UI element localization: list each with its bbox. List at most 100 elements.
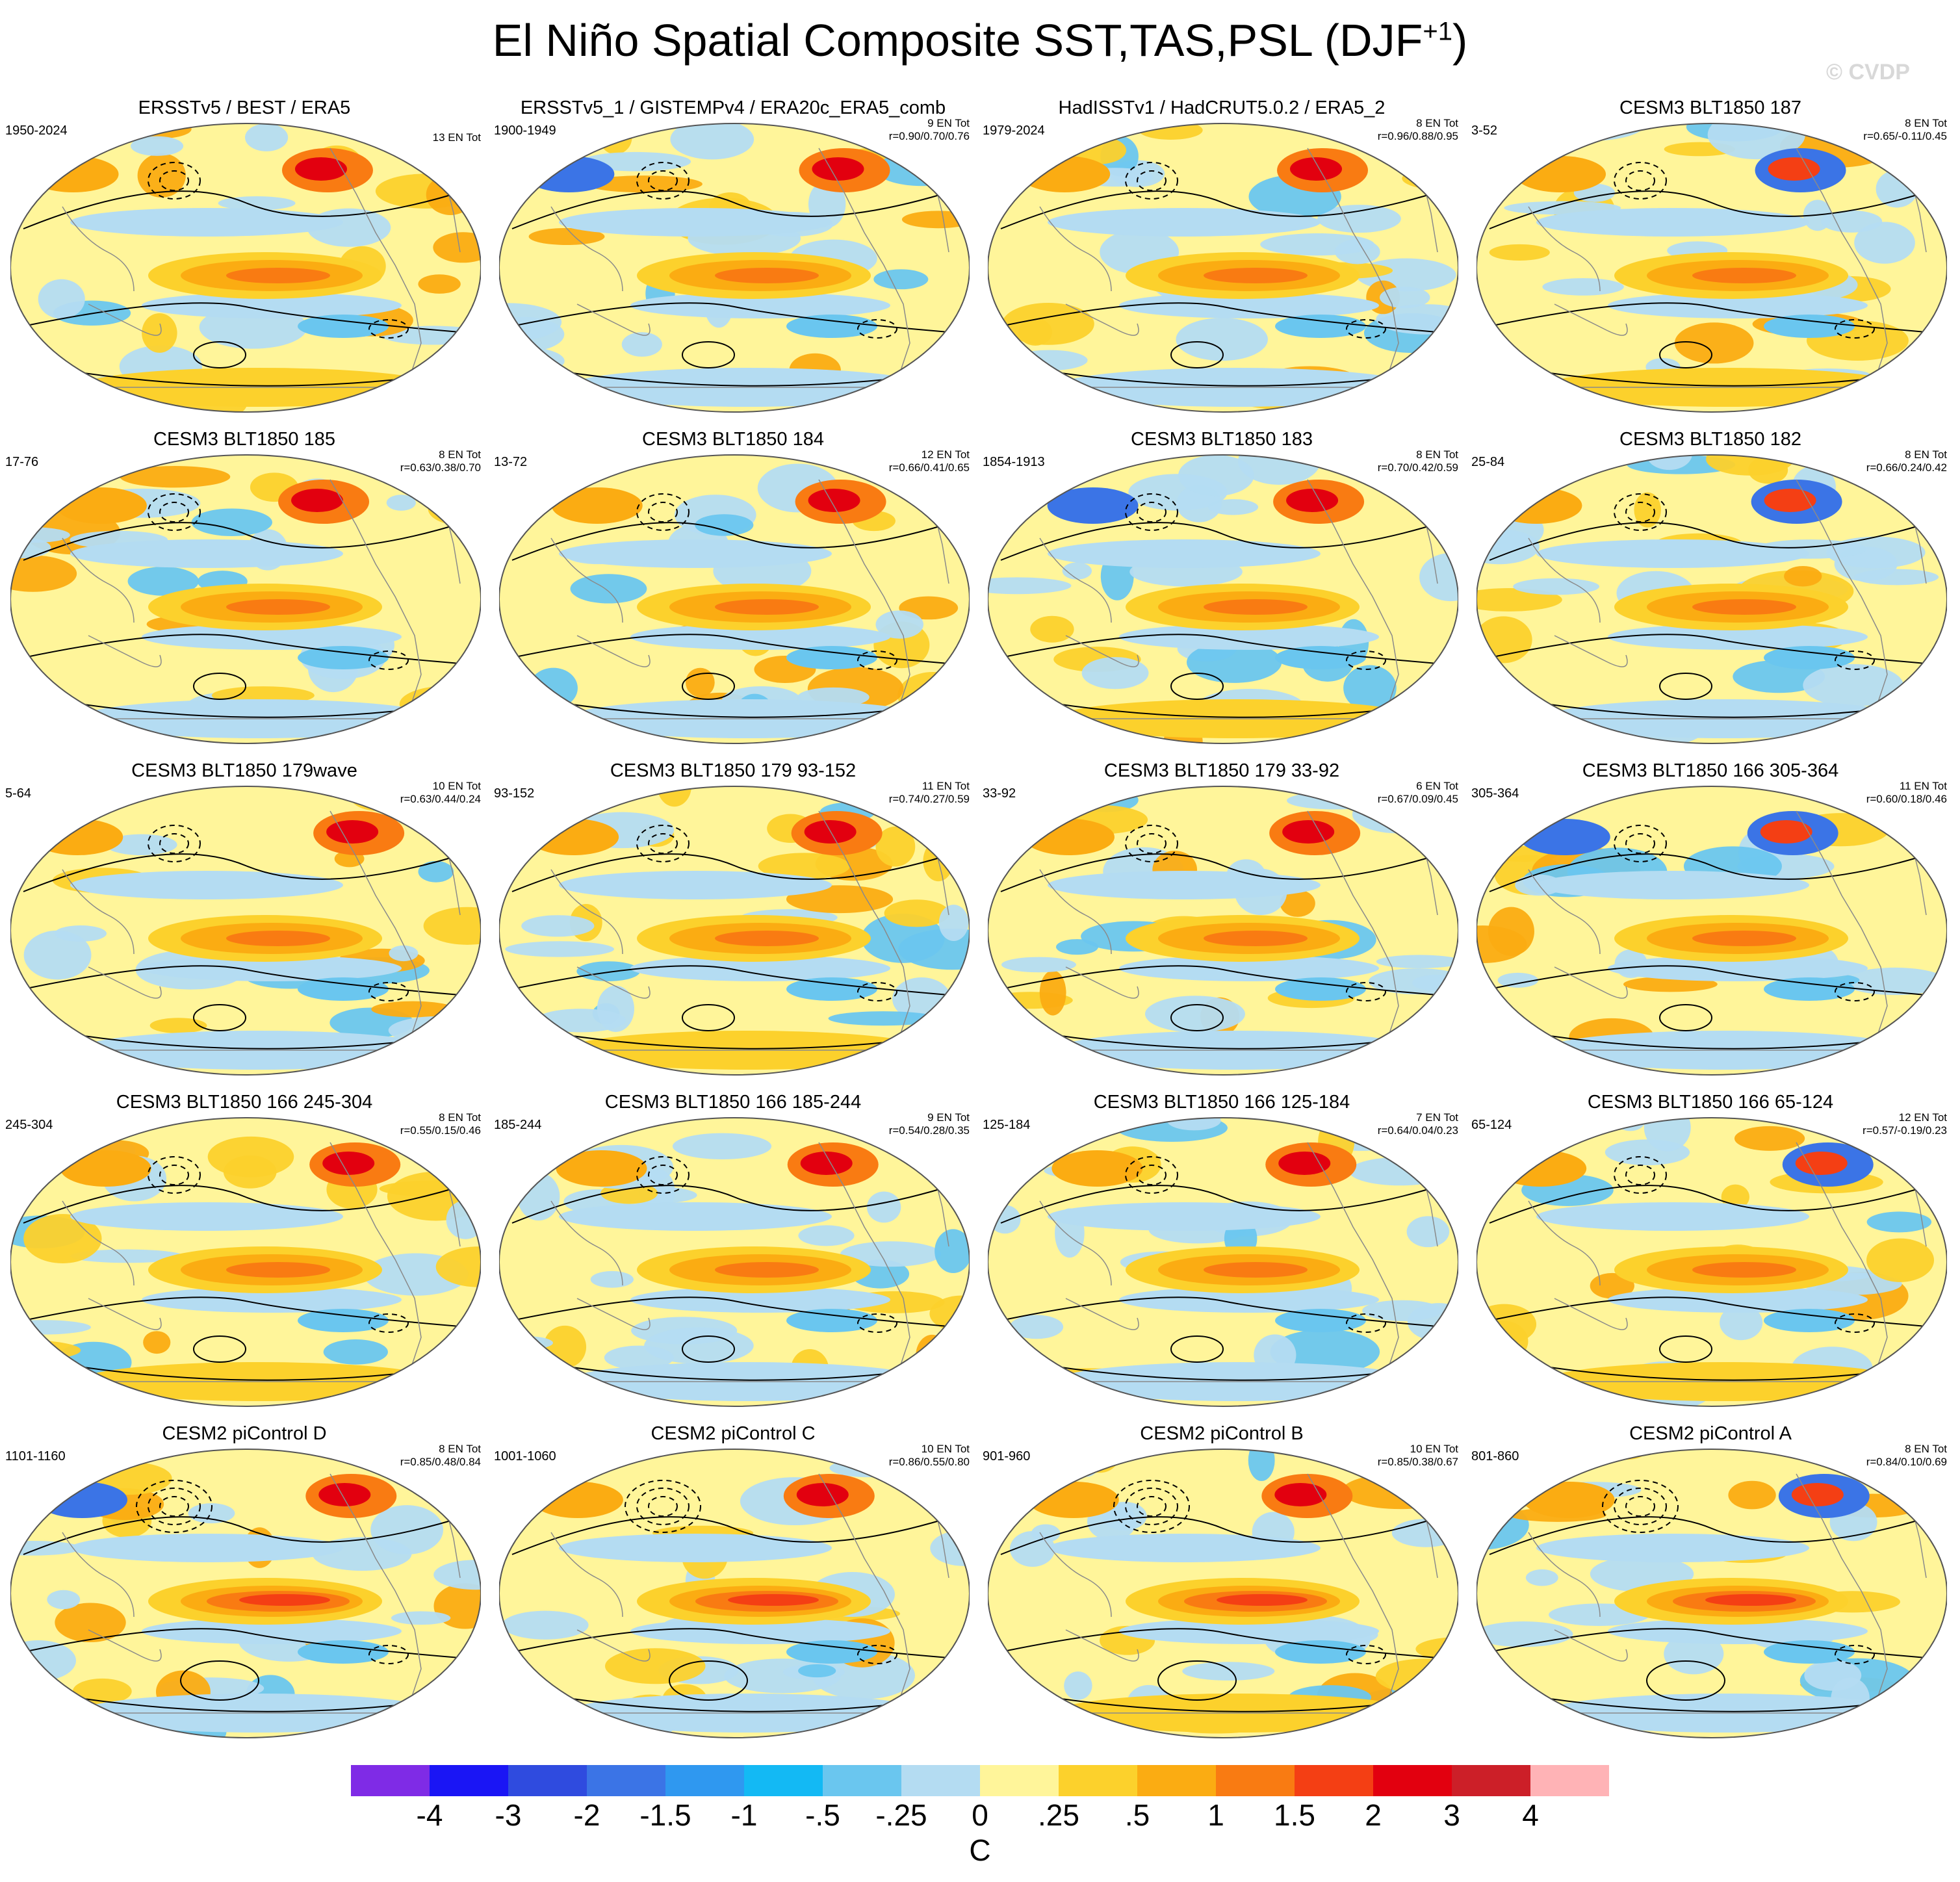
- panel-title: CESM3 BLT1850 185: [153, 429, 335, 450]
- colorbar-tick-label: .5: [1124, 1798, 1150, 1832]
- panel-en-count: 8 EN Tot: [1905, 1443, 1947, 1455]
- panel-correlation: r=0.86/0.55/0.80: [888, 1456, 970, 1468]
- panel-correlation: r=0.90/0.70/0.76: [888, 130, 970, 142]
- colorbar-segment: [587, 1765, 665, 1796]
- panel-years: 1950-2024: [5, 123, 68, 138]
- colorbar-tick-label: 0: [972, 1798, 988, 1832]
- colorbar-segment: [1216, 1765, 1295, 1796]
- world-map: [988, 1449, 1458, 1738]
- panel-en-count: 6 EN Tot: [1416, 780, 1458, 792]
- title-close: ): [1452, 15, 1468, 66]
- panel-en-count: 8 EN Tot: [439, 1111, 481, 1124]
- panel-en-count: 9 EN Tot: [927, 1111, 970, 1124]
- world-map: [1476, 1117, 1947, 1407]
- world-map: [499, 1449, 970, 1738]
- colorbar-unit: C: [969, 1833, 991, 1867]
- panel-years: 5-64: [5, 786, 32, 801]
- panel-years: 245-304: [5, 1118, 53, 1132]
- map-panel: CESM2 piControl A 801-860 8 EN Tot r=0.84/0…: [1466, 1423, 1955, 1755]
- world-map: [1476, 1449, 1947, 1738]
- map-panel: CESM2 piControl D 1101-1160 8 EN Tot r=0.85…: [0, 1423, 489, 1755]
- panel-correlation: r=0.85/0.48/0.84: [400, 1456, 481, 1468]
- world-map: [1476, 454, 1947, 744]
- cvdp-watermark: © CVDP: [1826, 60, 1910, 84]
- colorbar-segment: [1373, 1765, 1452, 1796]
- panel-en-count: 9 EN Tot: [927, 117, 970, 129]
- map-panel: HadISSTv1 / HadCRUT5.0.2 / ERA5_2 1979-20…: [977, 97, 1466, 429]
- panel-title: CESM2 piControl B: [1140, 1423, 1304, 1444]
- panel-years: 33-92: [983, 786, 1016, 801]
- panel-title: CESM3 BLT1850 183: [1131, 429, 1313, 450]
- world-map: [10, 786, 481, 1076]
- panel-title: CESM2 piControl C: [651, 1423, 816, 1444]
- colorbar-segment: [665, 1765, 744, 1796]
- panel-title: CESM3 BLT1850 187: [1619, 97, 1801, 118]
- panel-title: CESM3 BLT1850 182: [1619, 429, 1801, 450]
- colorbar-tick-label: 1: [1207, 1798, 1224, 1832]
- panel-title: ERSSTv5_1 / GISTEMPv4 / ERA20c_ERA5_comb: [520, 97, 946, 118]
- colorbar-tick-label: 4: [1522, 1798, 1539, 1832]
- colorbar-segment: [430, 1765, 508, 1796]
- colorbar-segment: [980, 1765, 1059, 1796]
- colorbar-segment: [1137, 1765, 1216, 1796]
- colorbar-segment: [1295, 1765, 1373, 1796]
- title-superscript: +1: [1423, 17, 1452, 46]
- world-map: [10, 123, 481, 413]
- panel-years: 13-72: [494, 455, 528, 469]
- colorbar-tick-label: -3: [495, 1798, 522, 1832]
- panel-years: 125-184: [983, 1118, 1031, 1132]
- title-text: El Niño Spatial Composite SST,TAS,PSL (D…: [492, 15, 1423, 66]
- panel-correlation: r=0.55/0.15/0.46: [400, 1124, 481, 1137]
- map-panel: ERSSTv5_1 / GISTEMPv4 / ERA20c_ERA5_comb…: [489, 97, 977, 429]
- panel-title: CESM3 BLT1850 166 125-184: [1093, 1092, 1350, 1113]
- panel-correlation: r=0.63/0.44/0.24: [400, 793, 481, 805]
- panel-years: 1001-1060: [494, 1449, 556, 1463]
- colorbar-tick-label: .25: [1038, 1798, 1079, 1832]
- panel-title: CESM3 BLT1850 166 245-304: [116, 1092, 373, 1113]
- panel-correlation: r=0.63/0.38/0.70: [400, 461, 481, 474]
- map-panel: CESM3 BLT1850 179wave 5-64 10 EN Tot r=0.63…: [0, 760, 489, 1092]
- colorbar-tick-label: -1: [730, 1798, 758, 1832]
- panel-correlation: r=0.57/-0.19/0.23: [1863, 1124, 1947, 1137]
- colorbar-segment: [744, 1765, 823, 1796]
- world-map: [10, 1449, 481, 1738]
- panel-correlation: r=0.54/0.28/0.35: [888, 1124, 970, 1137]
- world-map: [988, 1117, 1458, 1407]
- panel-en-count: 8 EN Tot: [439, 1443, 481, 1455]
- panel-years: 25-84: [1471, 455, 1505, 469]
- world-map: [499, 454, 970, 744]
- panel-title: ERSSTv5 / BEST / ERA5: [138, 97, 351, 118]
- panel-en-count: 8 EN Tot: [1905, 448, 1947, 461]
- panel-title: CESM3 BLT1850 179wave: [131, 760, 357, 781]
- colorbar-tick-label: 1.5: [1274, 1798, 1315, 1832]
- map-panel: CESM3 BLT1850 166 185-244 185-244 9 EN Tot…: [489, 1092, 977, 1423]
- panel-correlation: r=0.65/-0.11/0.45: [1863, 130, 1947, 142]
- colorbar-segment: [508, 1765, 587, 1796]
- colorbar-tick-label: 3: [1443, 1798, 1460, 1832]
- colorbar-tick-label: -1.5: [639, 1798, 691, 1832]
- world-map: [988, 123, 1458, 413]
- map-panel: CESM3 BLT1850 166 125-184 125-184 7 EN Tot…: [977, 1092, 1466, 1423]
- panel-title: CESM3 BLT1850 166 185-244: [604, 1092, 862, 1113]
- panel-years: 185-244: [494, 1118, 542, 1132]
- page-title: El Niño Spatial Composite SST,TAS,PSL (D…: [0, 14, 1960, 66]
- panel-title: CESM3 BLT1850 166 305-364: [1582, 760, 1839, 781]
- map-panel: CESM3 BLT1850 166 65-124 65-124 12 EN Tot r…: [1466, 1092, 1955, 1423]
- panel-years: 1900-1949: [494, 123, 556, 138]
- panel-years: 801-860: [1471, 1449, 1519, 1463]
- map-panel: CESM3 BLT1850 179 93-152 93-152 11 EN Tot r…: [489, 760, 977, 1092]
- world-map: [499, 1117, 970, 1407]
- colorbar-segment: [1530, 1765, 1609, 1796]
- world-map: [499, 123, 970, 413]
- colorbar-tick-label: -2: [573, 1798, 600, 1832]
- panel-years: 17-76: [5, 455, 39, 469]
- world-map: [1476, 123, 1947, 413]
- panel-en-count: 11 EN Tot: [922, 780, 970, 792]
- colorbar-tick-label: -4: [416, 1798, 443, 1832]
- colorbar-segment: [1059, 1765, 1137, 1796]
- panel-en-count: 13 EN Tot: [432, 131, 481, 144]
- panel-en-count: 7 EN Tot: [1416, 1111, 1458, 1124]
- map-panel: CESM2 piControl B 901-960 10 EN Tot r=0.85/…: [977, 1423, 1466, 1755]
- panel-title: CESM3 BLT1850 179 33-92: [1103, 760, 1340, 781]
- panel-correlation: r=0.70/0.42/0.59: [1377, 461, 1458, 474]
